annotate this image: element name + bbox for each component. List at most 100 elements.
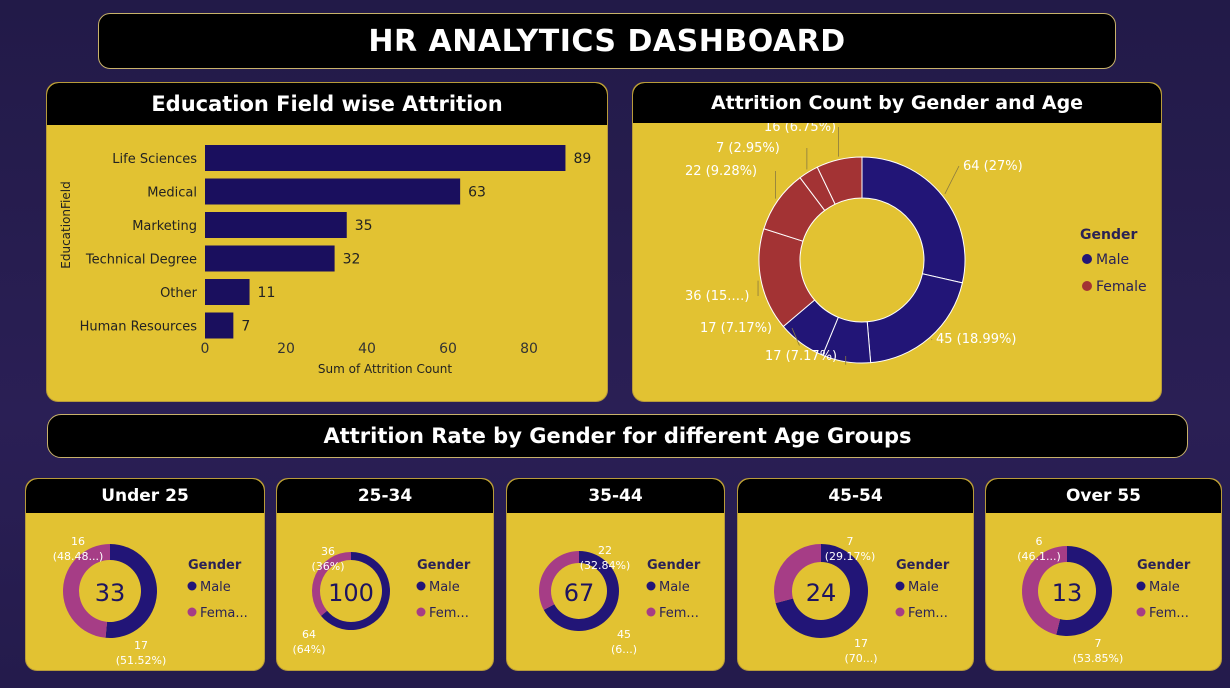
legend-male-label[interactable]: Male	[429, 580, 460, 595]
bar[interactable]	[205, 279, 250, 305]
y-axis-title: EducationField	[59, 181, 73, 268]
education-attrition-panel: Education Field wise Attrition Life Scie…	[46, 82, 608, 402]
donut-total-value: 67	[564, 579, 595, 607]
age-group-card-25-34: 25-34 100 36 (36%) 64 (64%) Gender Male Fem...	[276, 478, 494, 671]
legend-female-swatch	[187, 607, 197, 617]
legend-male-label[interactable]: Male	[908, 580, 939, 595]
legend-male-swatch	[895, 581, 905, 591]
x-tick-label: 0	[201, 341, 210, 357]
donut-total-value: 33	[95, 579, 126, 607]
legend-female-label[interactable]: Female	[1096, 279, 1147, 295]
slice-data-label: 45 (18.99%)	[936, 332, 1016, 347]
donut-total-value: 13	[1052, 579, 1083, 607]
bar[interactable]	[205, 245, 335, 272]
donut-slice-female[interactable]	[312, 552, 351, 616]
donut-slice[interactable]	[816, 156, 863, 205]
legend-female-swatch	[895, 607, 905, 617]
age-group-donut-chart: 33 16 (48.48...) 17 (51.52%) Gender Male Fema..…	[53, 535, 248, 667]
legend-male-swatch	[1082, 254, 1092, 264]
female-percent-label: (29.17%)	[825, 550, 876, 563]
age-group-card-45-54: 45-54 24 7 (29.17%) 17 (70...) Gender Male Fem..…	[737, 478, 974, 671]
legend-female-swatch	[646, 607, 656, 617]
age-groups-section-title: Attrition Rate by Gender for different A…	[47, 414, 1188, 458]
slice-data-label: 36 (15.…)	[685, 289, 750, 304]
slice-data-label: 17 (7.17%)	[765, 349, 837, 364]
age-group-card-35-44: 35-44 67 22 (32.84%) 45 (6...) Gender Male Fem..…	[506, 478, 725, 671]
donut-slice-female[interactable]	[1022, 546, 1067, 635]
donut-slice-male[interactable]	[1056, 546, 1112, 636]
legend-male-label[interactable]: Male	[1149, 580, 1180, 595]
legend-female-label[interactable]: Fem...	[659, 606, 699, 621]
x-tick-label: 80	[520, 341, 538, 357]
category-label: Marketing	[132, 219, 197, 234]
age-group-title: 35-44	[507, 479, 724, 513]
donut-slice-male[interactable]	[775, 544, 868, 638]
legend-title: Gender	[188, 558, 242, 573]
male-percent-label: (53.85%)	[1073, 652, 1124, 665]
male-count-label: 64	[302, 628, 316, 641]
bar-value-label: 7	[241, 319, 250, 335]
legend-male-swatch	[416, 581, 426, 591]
legend-female-swatch	[1136, 607, 1146, 617]
age-group-title: 45-54	[738, 479, 973, 513]
age-group-donut-chart: 24 7 (29.17%) 17 (70...) Gender Male Fem...	[774, 535, 950, 665]
legend-female-label[interactable]: Fem...	[1149, 606, 1189, 621]
age-group-title: Under 25	[26, 479, 264, 513]
bar[interactable]	[205, 145, 566, 171]
legend-male-swatch	[187, 581, 197, 591]
legend-female-label[interactable]: Fema...	[200, 606, 248, 621]
donut-slice-male[interactable]	[543, 551, 619, 631]
slice-data-label: 7 (2.95%)	[716, 141, 780, 156]
gender-age-donut-chart: 64 (27%) 45 (18.99%) 17 (7.17%) 17 (7.17%) 3…	[685, 123, 1147, 365]
education-bar-chart: Life Sciences 89 Medical 63 Marketing 35 Techn…	[59, 145, 591, 376]
donut-total-value: 100	[328, 579, 374, 607]
female-count-label: 36	[321, 545, 335, 558]
donut-slice-female[interactable]	[774, 544, 821, 604]
age-group-donut-chart: 13 6 (46.1...) 7 (53.85%) Gender Male Fem...	[1017, 535, 1191, 665]
legend-female-label[interactable]: Fem...	[908, 606, 948, 621]
female-percent-label: (46.1...)	[1017, 550, 1061, 563]
legend-female-label[interactable]: Fem...	[429, 606, 469, 621]
x-tick-label: 20	[277, 341, 295, 357]
category-label: Technical Degree	[85, 253, 197, 268]
legend-male-swatch	[646, 581, 656, 591]
donut-slice-male[interactable]	[320, 552, 390, 630]
legend-male-label[interactable]: Male	[200, 580, 231, 595]
legend-title: Gender	[417, 558, 471, 573]
legend-male-label[interactable]: Male	[1096, 252, 1129, 268]
female-count-label: 22	[598, 544, 612, 557]
slice-data-label: 22 (9.28%)	[685, 164, 757, 179]
category-label: Human Resources	[80, 320, 198, 335]
donut-slice-female[interactable]	[539, 551, 579, 610]
donut-slice[interactable]	[861, 156, 966, 284]
male-percent-label: (51.52%)	[116, 654, 167, 667]
legend-title: Gender	[1080, 227, 1137, 243]
age-group-title: 25-34	[277, 479, 493, 513]
legend-female-swatch	[416, 607, 426, 617]
legend-title: Gender	[896, 558, 950, 573]
gender-age-attrition-panel: Attrition Count by Gender and Age 64 (27…	[632, 82, 1162, 402]
education-panel-title: Education Field wise Attrition	[47, 83, 607, 125]
age-group-card-over-55: Over 55 13 6 (46.1...) 7 (53.85%) Gender Male Fe…	[985, 478, 1222, 671]
bar[interactable]	[205, 178, 461, 205]
bar-value-label: 11	[258, 285, 276, 301]
bar[interactable]	[205, 212, 347, 238]
female-percent-label: (36%)	[311, 560, 344, 573]
donut-slice-female[interactable]	[63, 544, 110, 638]
male-count-label: 17	[134, 639, 148, 652]
donut-slice-male[interactable]	[105, 544, 158, 638]
male-count-label: 7	[1095, 637, 1102, 650]
legend-title: Gender	[647, 558, 701, 573]
male-count-label: 17	[854, 637, 868, 650]
donut-slice[interactable]	[866, 273, 964, 364]
bar-value-label: 89	[573, 151, 591, 167]
bar-value-label: 63	[468, 185, 486, 201]
female-percent-label: (48.48...)	[53, 550, 104, 563]
legend-male-label[interactable]: Male	[659, 580, 690, 595]
donut-total-value: 24	[806, 579, 837, 607]
x-tick-label: 60	[439, 341, 457, 357]
bar[interactable]	[205, 312, 234, 339]
category-label: Life Sciences	[112, 152, 197, 167]
female-count-label: 6	[1036, 535, 1043, 548]
slice-data-label: 17 (7.17%)	[700, 321, 772, 336]
